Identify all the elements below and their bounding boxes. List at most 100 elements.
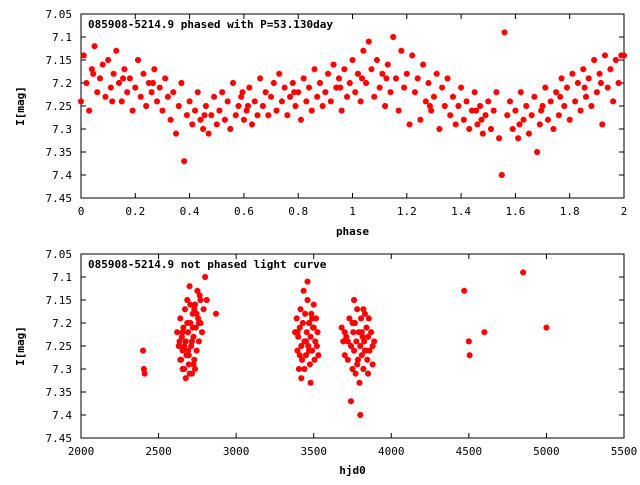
data-point-0-194 [604, 84, 611, 91]
data-point-0-83 [303, 98, 310, 105]
data-point-0-30 [159, 107, 166, 114]
data-point-0-112 [382, 103, 389, 109]
data-point-0-217 [478, 116, 485, 123]
data-point-0-95 [335, 75, 342, 82]
x-tick-label-0-7: 1.4 [451, 205, 471, 218]
data-point-0-127 [422, 98, 429, 105]
data-point-1-69 [302, 352, 309, 359]
data-point-0-196 [610, 98, 617, 105]
data-point-0-99 [346, 80, 353, 86]
data-point-0-10 [105, 57, 112, 63]
y-tick-label-0-8: 7.45 [46, 192, 73, 205]
data-point-0-120 [403, 70, 410, 77]
data-point-0-159 [509, 126, 516, 132]
data-point-1-88 [304, 278, 311, 285]
data-point-1-30 [196, 292, 203, 299]
y-tick-label-0-3: 7.2 [52, 77, 72, 90]
y-tick-label-1-8: 7.45 [46, 432, 73, 445]
data-point-1-74 [306, 361, 313, 368]
x-tick-label-1-4: 4000 [378, 445, 405, 458]
data-point-0-138 [452, 121, 459, 128]
data-point-1-87 [301, 366, 308, 372]
y-tick-label-0-1: 7.1 [52, 31, 72, 44]
data-point-0-22 [137, 93, 144, 100]
data-point-0-34 [170, 89, 177, 96]
data-point-0-215 [239, 89, 246, 96]
data-point-1-143 [466, 352, 473, 359]
data-point-1-86 [298, 375, 305, 382]
data-point-0-181 [569, 70, 576, 77]
data-point-1-50 [189, 324, 196, 331]
data-point-1-55 [197, 297, 204, 303]
data-point-1-124 [365, 315, 372, 322]
data-point-0-208 [383, 75, 390, 82]
data-point-1-98 [341, 352, 348, 359]
y-tick-label-1-3: 7.2 [52, 317, 72, 330]
data-point-0-155 [498, 172, 505, 178]
data-point-0-121 [406, 121, 413, 128]
x-axis-title-0: phase [336, 225, 369, 238]
data-point-0-80 [295, 89, 302, 96]
data-point-1-75 [307, 333, 314, 340]
data-point-1-72 [305, 343, 312, 349]
data-point-0-207 [337, 84, 344, 91]
data-point-0-200 [621, 52, 627, 59]
data-point-1-111 [355, 329, 362, 336]
data-point-0-203 [149, 80, 156, 86]
data-point-0-43 [194, 89, 201, 96]
data-point-0-174 [550, 126, 557, 132]
data-point-1-44 [187, 301, 194, 308]
data-point-0-98 [344, 93, 351, 100]
data-point-0-106 [365, 38, 372, 45]
data-point-1-58 [294, 347, 301, 354]
data-point-0-170 [539, 103, 546, 109]
data-point-0-153 [493, 89, 500, 96]
data-point-1-18 [187, 320, 194, 326]
data-point-1-79 [310, 301, 317, 308]
data-point-0-123 [411, 89, 418, 96]
data-point-0-57 [232, 112, 239, 119]
data-point-0-161 [515, 135, 522, 142]
data-point-0-210 [473, 107, 480, 114]
data-point-0-105 [363, 80, 370, 86]
x-tick-label-1-0: 2000 [68, 445, 95, 458]
data-point-1-77 [309, 347, 316, 354]
data-point-1-45 [190, 361, 197, 368]
data-point-0-140 [458, 84, 465, 91]
data-point-0-129 [428, 107, 435, 114]
data-point-1-29 [195, 338, 202, 345]
data-point-1-105 [351, 347, 358, 354]
data-point-0-190 [593, 89, 600, 96]
data-point-0-146 [474, 121, 481, 128]
data-point-0-162 [517, 89, 524, 96]
data-point-0-116 [392, 75, 399, 82]
data-point-1-134 [365, 370, 372, 377]
data-point-0-100 [349, 57, 356, 63]
data-point-0-60 [240, 116, 247, 123]
data-point-0-142 [463, 98, 470, 105]
data-point-1-138 [349, 320, 356, 326]
data-point-1-107 [352, 370, 359, 377]
data-point-0-175 [553, 89, 560, 96]
x-tick-label-0-6: 1.2 [397, 205, 417, 218]
data-point-1-32 [199, 329, 206, 336]
data-point-1-4 [175, 343, 182, 349]
data-point-1-129 [347, 398, 354, 405]
data-point-1-127 [369, 361, 376, 368]
data-point-0-68 [262, 89, 269, 96]
data-point-1-47 [176, 338, 183, 345]
y-tick-label-0-5: 7.3 [52, 123, 72, 136]
data-point-0-151 [487, 126, 494, 132]
data-point-0-66 [257, 75, 264, 82]
data-point-0-41 [189, 121, 196, 128]
data-point-1-114 [358, 315, 365, 322]
data-point-1-60 [295, 366, 302, 372]
data-point-0-195 [607, 66, 614, 73]
data-point-0-115 [390, 34, 397, 40]
x-tick-label-0-0: 0 [78, 205, 85, 218]
data-point-1-100 [344, 356, 351, 363]
data-point-1-80 [311, 356, 318, 363]
data-point-0-97 [341, 66, 348, 73]
data-point-0-101 [352, 89, 359, 96]
data-point-1-24 [192, 301, 199, 308]
